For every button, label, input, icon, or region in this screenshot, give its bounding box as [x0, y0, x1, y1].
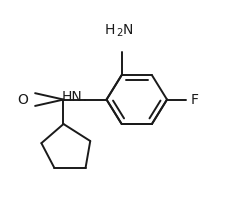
- Text: H: H: [105, 23, 115, 37]
- Text: O: O: [17, 93, 28, 107]
- Text: 2: 2: [116, 28, 123, 38]
- Text: F: F: [191, 93, 199, 107]
- Text: N: N: [123, 23, 133, 37]
- Text: HN: HN: [62, 91, 83, 104]
